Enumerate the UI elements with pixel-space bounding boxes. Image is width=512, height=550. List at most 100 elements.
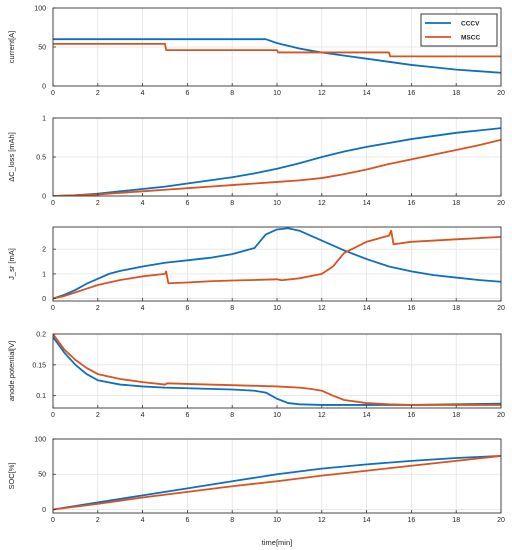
x-tick-label: 0 xyxy=(51,90,55,97)
x-tick-label: 16 xyxy=(408,517,416,524)
x-tick-label: 2 xyxy=(96,200,100,207)
x-tick-label: 12 xyxy=(318,200,326,207)
x-tick-label: 0 xyxy=(51,305,55,312)
y-tick-label: 0 xyxy=(42,296,46,303)
x-tick-label: 20 xyxy=(497,412,505,419)
x-tick-label: 10 xyxy=(273,200,281,207)
series-line-mscc xyxy=(53,138,501,196)
x-tick-label: 2 xyxy=(96,517,100,524)
x-tick-label: 20 xyxy=(497,200,505,207)
x-tick-label: 8 xyxy=(230,200,234,207)
panel-2: 0 2 4 6 8 10 12 14 16 18 20 0 0.5 1 ΔC_loss [mAh] xyxy=(7,116,505,208)
x-tick-label: 2 xyxy=(96,90,100,97)
y-tick-label: 50 xyxy=(38,472,46,479)
series-line-mscc xyxy=(53,455,501,511)
series-group xyxy=(53,227,501,300)
x-tick-label: 10 xyxy=(273,412,281,419)
x-tick-label: 14 xyxy=(363,90,371,97)
x-tick-label: 4 xyxy=(141,412,145,419)
x-tick-label: 8 xyxy=(230,305,234,312)
x-tick-label: 14 xyxy=(363,200,371,207)
legend-label-mscc: MSCC xyxy=(461,35,480,42)
x-tick-label: 12 xyxy=(318,412,326,419)
x-tick-label: 6 xyxy=(185,90,189,97)
series-line-cccv xyxy=(53,336,501,406)
series-line-mscc xyxy=(53,229,501,300)
x-tick-label: 20 xyxy=(497,90,505,97)
y-tick-label: 0.5 xyxy=(36,155,46,162)
series-line-mscc xyxy=(53,42,501,58)
panel-4: 0 2 4 6 8 10 12 14 16 18 20 0.1 0.15 0.2 anode potenti… xyxy=(7,332,505,420)
x-tick-label: 4 xyxy=(141,200,145,207)
panel-5: 0 2 4 6 8 10 12 14 16 18 20 0 50 100 SOC[%] xyxy=(7,437,505,525)
x-tick-label: 0 xyxy=(51,412,55,419)
x-tick-label: 10 xyxy=(273,517,281,524)
x-tick-label: 0 xyxy=(51,200,55,207)
x-tick-label: 8 xyxy=(230,412,234,419)
x-tick-label: 10 xyxy=(273,90,281,97)
legend: CCCV MSCC xyxy=(420,13,498,47)
x-tick-label: 18 xyxy=(452,412,460,419)
x-tick-label: 20 xyxy=(497,305,505,312)
x-tick-label: 2 xyxy=(96,305,100,312)
x-tick-label: 18 xyxy=(452,305,460,312)
x-tick-label: 16 xyxy=(408,90,416,97)
y-tick-label: 1 xyxy=(42,271,46,278)
y-axis-label: ΔC_loss [mAh] xyxy=(7,132,16,182)
y-axis-label: J_sr [mA] xyxy=(7,248,16,280)
x-tick-label: 4 xyxy=(141,517,145,524)
series-group xyxy=(53,455,501,511)
x-tick-label: 6 xyxy=(185,305,189,312)
y-tick-label: 0.15 xyxy=(32,362,46,369)
x-tick-label: 12 xyxy=(318,305,326,312)
x-tick-label: 18 xyxy=(452,90,460,97)
series-group xyxy=(53,127,501,196)
x-tick-label: 6 xyxy=(185,200,189,207)
series-line-cccv xyxy=(53,455,501,511)
x-tick-label: 10 xyxy=(273,305,281,312)
y-tick-label: 0.1 xyxy=(36,393,46,400)
x-tick-label: 18 xyxy=(452,517,460,524)
series-line-cccv xyxy=(53,38,501,74)
x-tick-label: 12 xyxy=(318,517,326,524)
x-tick-label: 14 xyxy=(363,305,371,312)
series-line-cccv xyxy=(53,227,501,300)
series-group xyxy=(53,38,501,74)
x-tick-label: 4 xyxy=(141,305,145,312)
x-tick-label: 6 xyxy=(185,412,189,419)
y-tick-label: 0 xyxy=(42,507,46,514)
series-group xyxy=(53,334,501,406)
x-tick-label: 20 xyxy=(497,517,505,524)
y-tick-label: 1 xyxy=(42,116,46,123)
x-tick-label: 8 xyxy=(230,517,234,524)
legend-label-cccv: CCCV xyxy=(461,21,480,28)
y-tick-label: 0 xyxy=(42,194,46,201)
x-tick-label: 4 xyxy=(141,90,145,97)
y-axis-label: current[A] xyxy=(7,31,16,64)
y-tick-label: 100 xyxy=(34,437,46,444)
x-tick-label: 18 xyxy=(452,200,460,207)
x-tick-label: 2 xyxy=(96,412,100,419)
legend-box xyxy=(420,13,498,47)
y-axis-label: SOC[%] xyxy=(7,462,16,489)
y-tick-label: 100 xyxy=(34,6,46,13)
x-tick-label: 6 xyxy=(185,517,189,524)
y-axis-label: anode potential[V] xyxy=(7,341,16,401)
series-line-mscc xyxy=(53,334,501,406)
series-line-cccv xyxy=(53,127,501,196)
x-tick-label: 14 xyxy=(363,517,371,524)
x-tick-label: 12 xyxy=(318,90,326,97)
x-tick-label: 0 xyxy=(51,517,55,524)
x-tick-label: 16 xyxy=(408,412,416,419)
x-tick-label: 8 xyxy=(230,90,234,97)
x-tick-label: 14 xyxy=(363,412,371,419)
y-tick-label: 0 xyxy=(42,84,46,91)
y-tick-label: 50 xyxy=(38,45,46,52)
x-axis-label: time[min] xyxy=(262,538,292,547)
y-tick-label: 0.2 xyxy=(36,332,46,339)
y-tick-label: 2 xyxy=(42,247,46,254)
x-tick-label: 16 xyxy=(408,305,416,312)
